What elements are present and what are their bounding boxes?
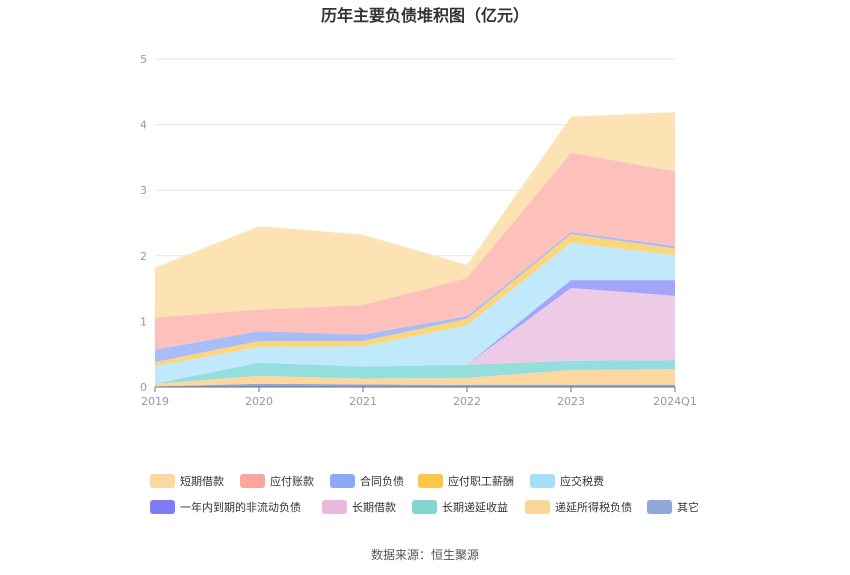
area-长期递延收益 (155, 360, 675, 384)
legend-swatch (240, 474, 265, 488)
legend-item[interactable]: 递延所得税负债 (525, 499, 632, 515)
area-应付账款 (155, 152, 675, 350)
legend-label: 合同负债 (360, 475, 404, 488)
y-tick-label: 2 (140, 250, 147, 263)
area-一年内到期的非流动负债 (155, 280, 675, 384)
legend-item[interactable]: 应付职工薪酬 (418, 473, 514, 489)
area-其它 (155, 383, 675, 387)
area-应付职工薪酬 (155, 234, 675, 367)
legend-label: 其它 (677, 501, 699, 514)
legend-swatch (412, 500, 437, 514)
legend-label: 应交税费 (560, 475, 604, 488)
y-tick-label: 1 (140, 315, 147, 328)
x-tick-label: 2024Q1 (653, 395, 697, 408)
legend-swatch (418, 474, 443, 488)
legend-label: 长期借款 (352, 501, 396, 514)
legend-item[interactable]: 其它 (647, 499, 699, 515)
legend-swatch (647, 500, 672, 514)
legend-swatch (150, 500, 175, 514)
area-series (155, 112, 675, 387)
legend-item[interactable]: 短期借款 (150, 473, 224, 489)
y-tick-label: 3 (140, 184, 147, 197)
area-合同负债 (155, 232, 675, 363)
legend-item[interactable]: 长期借款 (322, 499, 396, 515)
legend-item[interactable]: 应交税费 (530, 473, 604, 489)
y-tick-label: 4 (140, 119, 147, 132)
legend-item[interactable]: 长期递延收益 (412, 499, 508, 515)
legend-label: 递延所得税负债 (555, 501, 632, 514)
x-tick-label: 2021 (349, 395, 377, 408)
legend-swatch (322, 500, 347, 514)
x-tick-label: 2023 (557, 395, 585, 408)
legend-label: 应付账款 (270, 475, 314, 488)
legend-label: 应付职工薪酬 (448, 475, 514, 488)
legend-label: 短期借款 (180, 475, 224, 488)
x-tick-label: 2019 (141, 395, 169, 408)
legend-item[interactable]: 合同负债 (330, 473, 404, 489)
legend-swatch (525, 500, 550, 514)
stacked-area-chart: 0 1 2 3 4 5 2019 2020 2021 2022 2023 2024Q1 (140, 53, 697, 408)
y-tick-label: 5 (140, 53, 147, 66)
legend-label: 长期递延收益 (442, 501, 508, 514)
legend-swatch (530, 474, 555, 488)
area-递延所得税负债 (155, 369, 675, 387)
legend-swatch (330, 474, 355, 488)
area-长期借款 (155, 287, 675, 384)
legend-item[interactable]: 一年内到期的非流动负债 (150, 499, 301, 515)
area-短期借款 (155, 112, 675, 318)
x-tick-label: 2020 (245, 395, 273, 408)
chart-title: 历年主要负债堆积图（亿元） (320, 6, 529, 25)
data-source: 数据来源：恒生聚源 (370, 548, 479, 562)
area-应交税费 (155, 242, 675, 384)
legend-label: 一年内到期的非流动负债 (180, 501, 301, 514)
x-tick-label: 2022 (453, 395, 481, 408)
legend-item[interactable]: 应付账款 (240, 473, 314, 489)
axes: 0 1 2 3 4 5 2019 2020 2021 2022 2023 2024Q1 (140, 53, 697, 408)
y-tick-label: 0 (140, 381, 147, 394)
legend-swatch (150, 474, 175, 488)
